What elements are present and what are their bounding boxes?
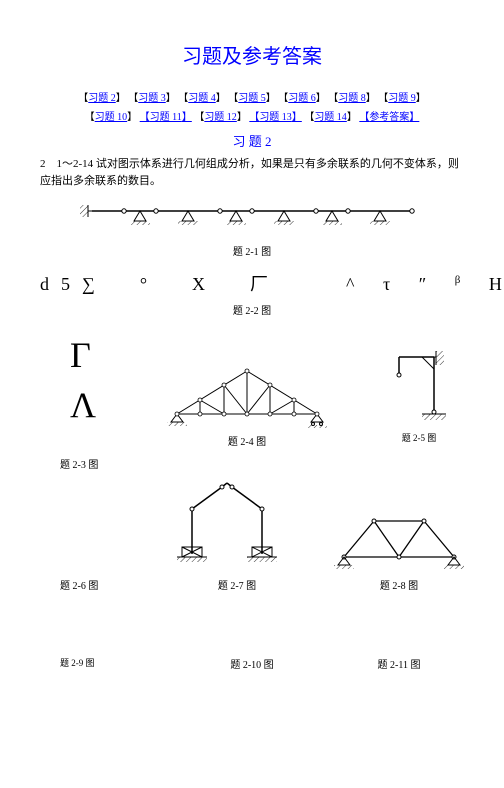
caption-2-9: 题 2-9 图 — [40, 656, 170, 671]
figure-2-8 — [334, 509, 464, 569]
greek-lambda: Λ — [70, 387, 120, 423]
figure-2-4 — [162, 359, 332, 429]
link-xt10[interactable]: 习题 10 — [95, 112, 128, 123]
caption-2-11: 题 2-11 图 — [334, 656, 464, 671]
caption-2-5: 题 2-5 图 — [374, 431, 464, 444]
caption-2-4: 题 2-4 图 — [120, 433, 374, 448]
caption-2-8: 题 2-8 图 — [334, 577, 464, 592]
figure-2-5 — [384, 347, 454, 427]
caption-2-2: 题 2-2 图 — [40, 302, 464, 317]
link-xt13[interactable]: 【习题 13】 — [249, 112, 302, 123]
link-xt2[interactable]: 习题 2 — [88, 93, 116, 104]
link-xt9[interactable]: 习题 9 — [388, 93, 416, 104]
link-xt14[interactable]: 习题 14 — [314, 112, 347, 123]
link-xt11[interactable]: 【习题 11】 — [140, 112, 192, 123]
link-xt4[interactable]: 习题 4 — [188, 93, 216, 104]
problem-2-text: 2 1～2-14 试对图示体系进行几何组成分析，如果是只有多余联系的几何不变体系… — [40, 156, 464, 189]
link-xt12[interactable]: 习题 12 — [204, 112, 237, 123]
caption-2-7: 题 2-7 图 — [140, 577, 334, 592]
link-xt8[interactable]: 习题 8 — [338, 93, 366, 104]
link-answers[interactable]: 【参考答案】 — [359, 112, 419, 123]
symbol-line: d5∑ ° X 厂 ^ τ ″ β H — [40, 270, 464, 296]
nav-row-1: 【习题 2】 【习题 3】 【习题 4】 【习题 5】 【习题 6】 【习题 8… — [40, 89, 464, 104]
caption-2-1: 题 2-1 图 — [40, 243, 464, 258]
link-xt5[interactable]: 习题 5 — [238, 93, 266, 104]
greek-gamma: Γ — [70, 337, 120, 373]
figure-2-7 — [167, 479, 287, 569]
caption-2-6: 题 2-6 图 — [40, 577, 140, 592]
nav-row-2: 【习题 10】 【习题 11】 【习题 12】 【习题 13】 【习题 14】 … — [40, 108, 464, 123]
link-xt6[interactable]: 习题 6 — [288, 93, 316, 104]
caption-2-10: 题 2-10 图 — [170, 656, 334, 671]
figure-2-1: 题 2-1 图 — [40, 199, 464, 258]
page-title: 习题及参考答案 — [40, 40, 464, 69]
caption-2-3: 题 2-3 图 — [40, 456, 140, 471]
section-2-heading: 习 题 2 — [40, 131, 464, 150]
link-xt3[interactable]: 习题 3 — [138, 93, 166, 104]
